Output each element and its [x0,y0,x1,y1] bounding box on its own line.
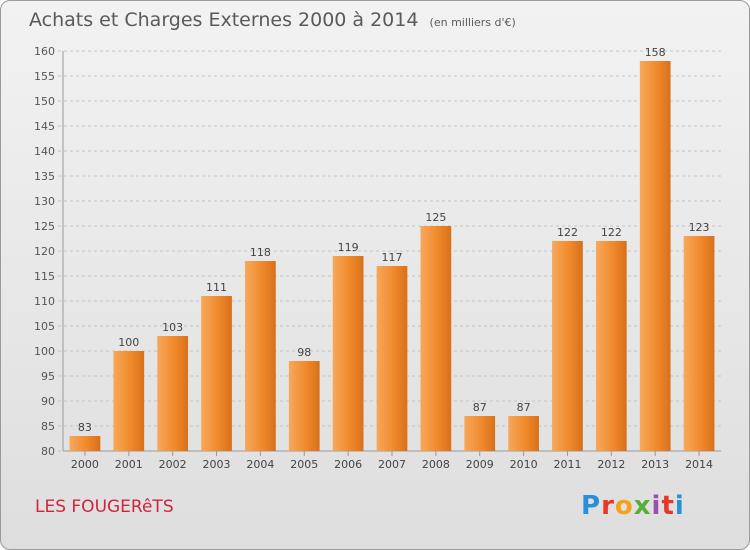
x-tick-label: 2012 [597,458,625,471]
bar-2008 [420,226,452,451]
y-tick-label: 150 [34,95,55,108]
data-label: 119 [338,241,359,254]
bar-2012 [595,241,627,451]
x-tick-label: 2002 [159,458,187,471]
data-label: 83 [78,421,92,434]
y-tick-label: 115 [34,270,55,283]
y-tick-label: 85 [41,420,55,433]
bar-2014 [683,236,715,451]
y-tick-label: 145 [34,120,55,133]
bar-2011 [552,241,583,451]
data-label: 117 [382,251,403,264]
data-label: 100 [118,336,139,349]
chart-title-block: Achats et Charges Externes 2000 à 2014 (… [29,9,516,31]
y-tick-label: 95 [41,370,55,383]
y-tick-label: 125 [34,220,55,233]
bar-2002 [157,336,189,451]
x-tick-label: 2006 [334,458,362,471]
x-tick-label: 2011 [553,458,581,471]
bar-2006 [332,256,364,451]
data-label: 122 [557,226,578,239]
y-tick-label: 100 [34,345,55,358]
data-label: 122 [601,226,622,239]
y-tick-label: 105 [34,320,55,333]
proxiti-logo[interactable]: Proxiti [581,491,685,521]
y-tick-label: 155 [34,70,55,83]
y-tick-label: 120 [34,245,55,258]
bar-2001 [113,351,145,451]
bar-2013 [639,61,671,451]
y-tick-label: 90 [41,395,55,408]
bar-2009 [464,416,496,451]
data-label: 111 [206,281,227,294]
bar-2000 [69,436,101,451]
x-tick-label: 2000 [71,458,99,471]
y-tick-label: 140 [34,145,55,158]
x-tick-label: 2009 [466,458,494,471]
y-tick-label: 160 [34,45,55,58]
chart-unit: (en milliers d'€) [429,16,516,29]
bar-2004 [245,261,276,451]
commune-name: LES FOUGERêTS [35,497,174,517]
x-tick-label: 2007 [378,458,406,471]
bar-2010 [508,416,539,451]
data-label: 98 [297,346,311,359]
bar-2005 [288,361,320,451]
x-tick-label: 2004 [246,458,274,471]
data-label: 103 [162,321,183,334]
y-tick-label: 80 [41,445,55,458]
bar-2003 [201,296,232,451]
data-label: 125 [425,211,446,224]
y-tick-label: 135 [34,170,55,183]
x-tick-label: 2014 [685,458,713,471]
data-label: 123 [689,221,710,234]
y-tick-label: 130 [34,195,55,208]
data-label: 158 [645,46,666,59]
x-tick-label: 2008 [422,458,450,471]
bar-2007 [376,266,408,451]
x-tick-label: 2003 [203,458,231,471]
x-tick-label: 2005 [290,458,318,471]
x-tick-label: 2013 [641,458,669,471]
x-tick-label: 2001 [115,458,143,471]
data-label: 87 [473,401,487,414]
data-label: 87 [517,401,531,414]
data-label: 118 [250,246,271,259]
chart-title: Achats et Charges Externes 2000 à 2014 [29,9,419,31]
y-tick-label: 110 [34,295,55,308]
x-tick-label: 2010 [510,458,538,471]
